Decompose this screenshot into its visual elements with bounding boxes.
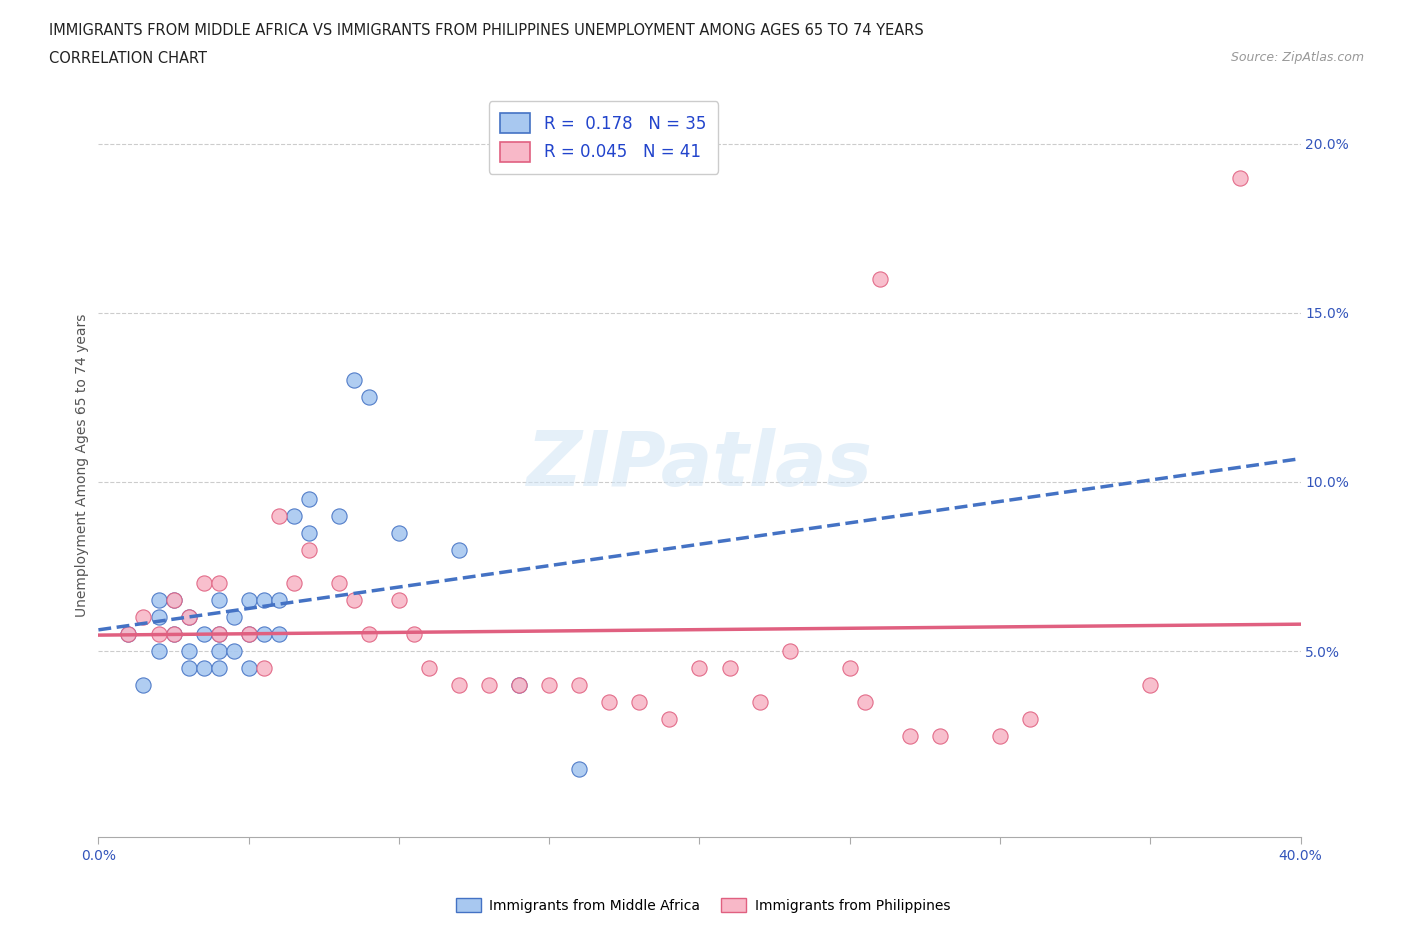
Point (162, 592, 184, 607)
Point (283, 576, 305, 591)
Point (418, 660, 440, 675)
Point (298, 525, 321, 540)
Point (177, 610, 200, 625)
Point (193, 660, 215, 675)
Point (568, 677, 591, 692)
Point (208, 627, 231, 642)
Point (357, 390, 380, 405)
Point (193, 576, 215, 591)
Point (208, 660, 231, 675)
Point (117, 627, 139, 642)
Point (132, 610, 155, 625)
Point (208, 576, 231, 591)
Point (238, 660, 260, 675)
Point (343, 373, 366, 388)
Point (748, 695, 770, 710)
Point (447, 542, 470, 557)
Point (253, 627, 276, 642)
Point (779, 644, 801, 658)
Point (253, 592, 276, 607)
Point (328, 576, 350, 591)
Point (238, 592, 260, 607)
Point (929, 728, 952, 743)
Text: Source: ZipAtlas.com: Source: ZipAtlas.com (1230, 51, 1364, 64)
Point (177, 660, 200, 675)
Point (988, 728, 1011, 743)
Legend: Immigrants from Middle Africa, Immigrants from Philippines: Immigrants from Middle Africa, Immigrant… (450, 893, 956, 919)
Point (718, 660, 741, 675)
Point (222, 644, 245, 658)
Point (208, 644, 231, 658)
Point (402, 627, 425, 642)
Point (148, 644, 170, 658)
Point (162, 592, 184, 607)
Point (658, 711, 681, 726)
Point (298, 542, 321, 557)
Text: IMMIGRANTS FROM MIDDLE AFRICA VS IMMIGRANTS FROM PHILIPPINES UNEMPLOYMENT AMONG : IMMIGRANTS FROM MIDDLE AFRICA VS IMMIGRA… (49, 23, 924, 38)
Point (343, 592, 366, 607)
Point (238, 627, 260, 642)
Point (853, 695, 876, 710)
Point (238, 627, 260, 642)
Point (193, 627, 215, 642)
Point (148, 610, 170, 625)
Point (253, 660, 276, 675)
Y-axis label: Unemployment Among Ages 65 to 74 years: Unemployment Among Ages 65 to 74 years (76, 313, 90, 617)
Point (538, 677, 561, 692)
Point (478, 677, 501, 692)
Point (328, 509, 350, 524)
Point (357, 627, 380, 642)
Point (222, 610, 245, 625)
Point (267, 509, 290, 524)
Point (148, 627, 170, 642)
Point (898, 728, 921, 743)
Point (267, 627, 290, 642)
Point (177, 610, 200, 625)
Point (598, 695, 620, 710)
Point (162, 627, 184, 642)
Point (283, 509, 305, 524)
Point (177, 644, 200, 658)
Point (208, 627, 231, 642)
Point (568, 762, 591, 777)
Point (388, 525, 411, 540)
Legend: R =  0.178   N = 35, R = 0.045   N = 41: R = 0.178 N = 35, R = 0.045 N = 41 (489, 101, 718, 174)
Point (148, 592, 170, 607)
Point (508, 677, 530, 692)
Point (1229, 170, 1251, 185)
Point (117, 627, 139, 642)
Point (208, 592, 231, 607)
Point (628, 695, 651, 710)
Point (869, 272, 891, 286)
Text: ZIPatlas: ZIPatlas (526, 428, 873, 502)
Point (508, 677, 530, 692)
Point (838, 660, 860, 675)
Point (689, 660, 711, 675)
Point (162, 627, 184, 642)
Point (1019, 711, 1042, 726)
Text: CORRELATION CHART: CORRELATION CHART (49, 51, 207, 66)
Point (132, 677, 155, 692)
Point (298, 491, 321, 506)
Point (388, 592, 411, 607)
Point (267, 592, 290, 607)
Point (447, 677, 470, 692)
Point (1139, 677, 1161, 692)
